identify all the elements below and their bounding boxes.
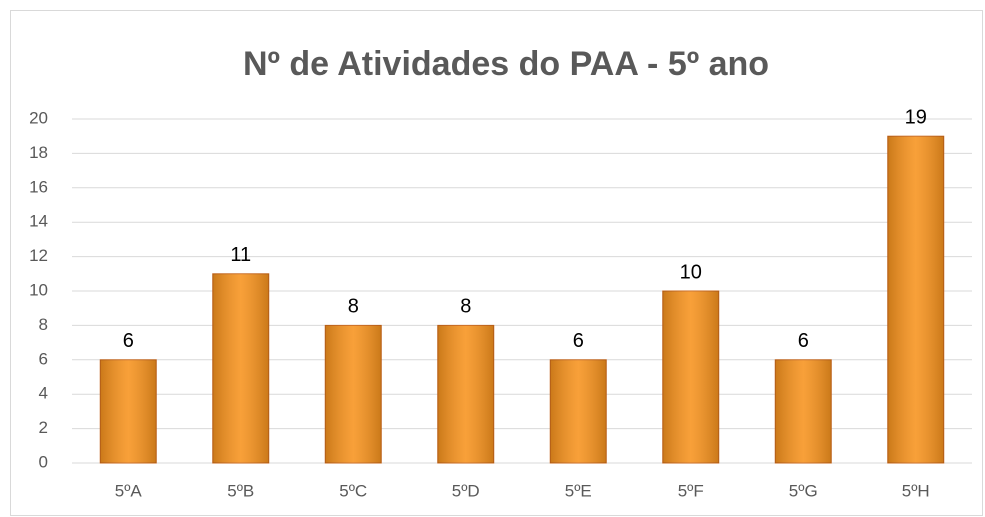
- data-label: 6: [123, 330, 134, 352]
- y-tick-label: 8: [39, 315, 48, 334]
- data-label: 19: [905, 106, 927, 128]
- bar: [324, 324, 382, 464]
- data-label: 11: [230, 244, 251, 266]
- y-tick-label: 2: [39, 418, 48, 437]
- bar: [662, 290, 720, 464]
- y-tick-label: 18: [29, 143, 48, 162]
- y-tick-label: 12: [29, 246, 48, 265]
- y-tick-label: 10: [29, 280, 48, 299]
- x-tick-label: 5ºE: [565, 481, 592, 500]
- x-tick-label: 5ºG: [789, 481, 818, 500]
- y-tick-label: 6: [39, 349, 48, 368]
- x-tick-label: 5ºA: [115, 481, 143, 500]
- x-tick-label: 5ºC: [339, 481, 367, 500]
- bar: [887, 135, 945, 464]
- y-tick-label: 20: [29, 108, 48, 127]
- y-tick-label: 0: [39, 452, 48, 471]
- x-tick-label: 5ºH: [902, 481, 930, 500]
- bar: [774, 359, 832, 464]
- y-tick-label: 4: [39, 384, 48, 403]
- bar: [212, 273, 270, 464]
- bar: [99, 359, 157, 464]
- data-label: 8: [460, 296, 471, 318]
- chart-title: Nº de Atividades do PAA - 5º ano: [243, 45, 769, 83]
- bar: [549, 359, 607, 464]
- y-tick-label: 14: [29, 212, 48, 231]
- x-tick-label: 5ºD: [452, 481, 480, 500]
- data-label: 8: [348, 296, 359, 318]
- bar: [437, 324, 495, 464]
- x-tick-label: 5ºF: [678, 481, 704, 500]
- data-label: 6: [573, 330, 584, 352]
- data-label: 10: [680, 261, 702, 283]
- x-tick-label: 5ºB: [227, 481, 254, 500]
- y-tick-label: 16: [29, 177, 48, 196]
- data-label: 6: [798, 330, 809, 352]
